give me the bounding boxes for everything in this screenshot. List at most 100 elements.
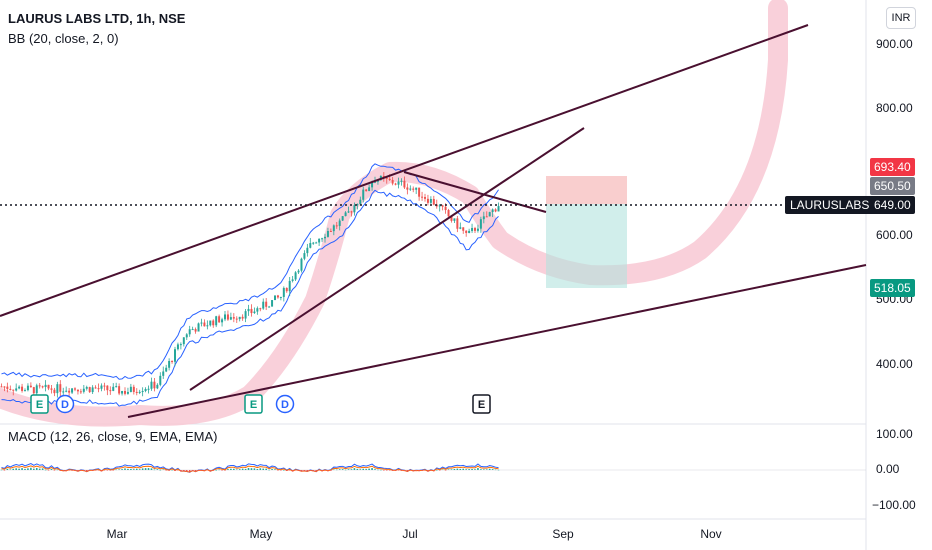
macd-histogram-bar — [288, 470, 291, 471]
macd-histogram-bar — [494, 469, 497, 471]
candle-body — [459, 227, 462, 229]
macd-histogram-bar — [91, 470, 94, 471]
macd-signal-line — [1, 465, 499, 473]
upper-channel-line[interactable] — [0, 24, 809, 317]
macd-histogram-bar — [174, 470, 176, 471]
candle-body — [476, 228, 479, 231]
candle-body — [318, 238, 321, 243]
macd-histogram-bar — [50, 468, 53, 470]
macd-histogram-bar — [230, 468, 232, 470]
candle-body — [259, 308, 262, 310]
macd-histogram-bar — [206, 470, 209, 471]
macd-histogram-bar — [485, 469, 488, 470]
macd-histogram-bar — [191, 470, 194, 472]
macd-histogram-bar — [21, 468, 23, 470]
macd-histogram-bar — [227, 469, 229, 470]
candle-body — [368, 187, 371, 192]
dividend-marker[interactable] — [55, 394, 75, 414]
earnings-marker-label: E — [36, 399, 43, 411]
symbol-title[interactable]: LAURUS LABS LTD, 1h, NSE — [8, 11, 186, 26]
candle-body — [315, 242, 318, 244]
macd-histogram-bar — [127, 468, 129, 470]
dividend-marker[interactable] — [275, 394, 295, 414]
macd-histogram-bar — [183, 470, 185, 472]
macd-histogram-bar — [130, 468, 132, 470]
prev-price-tag: 650.50 — [870, 177, 915, 195]
candle-body — [118, 386, 121, 394]
macd-histogram-bar — [333, 469, 335, 471]
candle-body — [203, 322, 206, 327]
candle-body — [68, 390, 71, 393]
candle-body — [126, 391, 129, 394]
macd-histogram-bar — [283, 469, 285, 471]
candle-body — [171, 360, 174, 362]
candle-body — [247, 308, 250, 312]
rising-trendline[interactable] — [189, 127, 585, 391]
candle-body — [271, 300, 274, 307]
candle-body — [479, 219, 482, 229]
macd-histogram-bar — [224, 470, 226, 471]
candle-body — [421, 196, 424, 198]
candle-body — [6, 386, 9, 389]
candle-body — [306, 247, 309, 254]
macd-histogram-bar — [327, 470, 329, 472]
falling-trendline[interactable] — [403, 171, 547, 213]
macd-histogram-bar — [400, 470, 403, 471]
currency-button[interactable]: INR — [886, 7, 916, 29]
candle-body — [265, 301, 268, 307]
macd-histogram-bar — [421, 470, 423, 471]
candle-body — [9, 388, 12, 390]
candle-body — [218, 316, 221, 323]
candle-body — [106, 385, 109, 391]
y-tick-400: 400.00 — [876, 357, 913, 371]
macd-indicator-title[interactable]: MACD (12, 26, close, 9, EMA, EMA) — [8, 429, 218, 444]
candle-body — [321, 238, 324, 240]
indicator-title[interactable]: BB (20, close, 2, 0) — [8, 31, 119, 46]
macd-histogram-bar — [435, 469, 438, 471]
macd-histogram-bar — [444, 470, 447, 471]
macd-histogram-bar — [412, 470, 415, 472]
macd-histogram-bar — [391, 470, 394, 471]
macd-histogram-bar — [250, 468, 253, 470]
macd-histogram-bar — [185, 470, 188, 472]
candle-body — [212, 320, 215, 326]
macd-histogram-bar — [341, 469, 344, 470]
lower-channel-line[interactable] — [127, 264, 867, 418]
candle-body — [56, 384, 59, 394]
candle-body — [65, 390, 68, 392]
macd-histogram-bar — [115, 469, 117, 471]
macd-histogram-bar — [300, 470, 303, 472]
candle-body — [176, 344, 179, 350]
candle-body — [350, 211, 353, 213]
candle-body — [50, 388, 53, 390]
candle-body — [100, 385, 103, 389]
macd-histogram-bar — [353, 468, 356, 470]
macd-histogram-bar — [94, 470, 97, 471]
candle-body — [441, 205, 444, 207]
candle-body — [41, 386, 44, 388]
macd-histogram-bar — [121, 469, 123, 470]
macd-histogram-bar — [71, 470, 73, 471]
dividend-marker-label: D — [61, 399, 69, 411]
macd-histogram-bar — [30, 467, 32, 470]
macd-histogram-bar — [171, 469, 173, 471]
candle-body — [415, 187, 418, 190]
candle-body — [429, 199, 432, 203]
macd-histogram-bar — [138, 469, 141, 470]
earnings-marker-upcoming[interactable] — [472, 394, 491, 414]
x-tick-sep: Sep — [552, 527, 574, 541]
candle-body — [268, 306, 271, 308]
candle-body — [91, 387, 94, 393]
macd-histogram-bar — [109, 470, 112, 471]
candle-body — [329, 230, 332, 232]
candle-body — [438, 205, 441, 207]
macd-histogram-bar — [241, 468, 244, 470]
candle-body — [29, 385, 32, 388]
earnings-marker[interactable] — [30, 394, 49, 414]
candle-body — [215, 316, 218, 326]
candle-body — [303, 253, 306, 259]
macd-histogram-bar — [312, 470, 315, 472]
candle-body — [15, 388, 18, 391]
earnings-marker[interactable] — [244, 394, 263, 414]
